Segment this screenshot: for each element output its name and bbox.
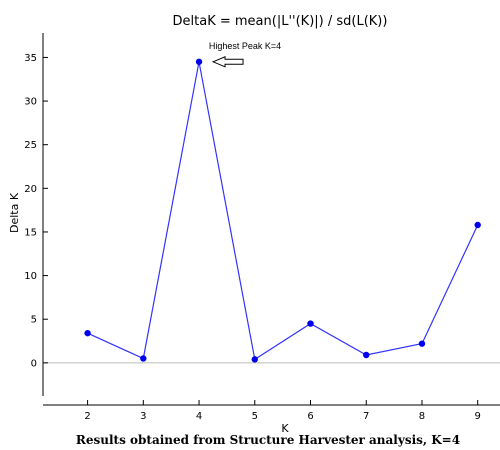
x-tick-label: 9 [475, 411, 481, 422]
x-tick-label: 3 [140, 411, 146, 422]
data-point [363, 351, 370, 359]
y-axis-label: Delta K [8, 192, 21, 233]
data-point [474, 221, 481, 229]
y-tick-label: 25 [24, 140, 37, 151]
y-axis-ticks: 0 5 10 15 20 25 30 35 [24, 53, 48, 369]
x-axis-ticks: 2 3 4 5 6 7 8 9 [84, 400, 481, 422]
y-tick-label: 15 [24, 227, 37, 238]
series-line [87, 61, 479, 361]
data-point [307, 320, 314, 327]
left-arrow-icon [211, 56, 244, 68]
x-tick-label: 4 [196, 411, 202, 422]
y-tick-label: 5 [31, 315, 37, 326]
x-tick-label: 7 [363, 411, 369, 422]
data-point [251, 356, 258, 363]
plot-area: 0 5 10 15 20 25 30 35 2 3 4 5 6 7 8 9 [24, 33, 500, 422]
data-point [84, 329, 91, 337]
y-tick-label: 10 [24, 271, 37, 282]
x-tick-label: 2 [84, 411, 90, 422]
y-tick-label: 0 [31, 358, 37, 369]
x-axis-label: K [281, 422, 289, 435]
data-point [418, 340, 426, 347]
figure-caption: Results obtained from Structure Harveste… [76, 433, 460, 447]
x-tick-label: 6 [307, 411, 313, 422]
data-point [140, 355, 147, 362]
peak-annotation: Highest Peak K=4 [209, 41, 281, 68]
x-tick-label: 5 [252, 411, 258, 422]
data-point [195, 58, 203, 65]
y-tick-label: 20 [24, 184, 37, 195]
x-tick-label: 8 [419, 411, 425, 422]
peak-annotation-text: Highest Peak K=4 [209, 41, 281, 51]
series-points [84, 58, 481, 363]
chart-title: DeltaK = mean(|L''(K)|) / sd(L(K)) [173, 14, 388, 29]
y-tick-label: 35 [24, 53, 37, 64]
y-tick-label: 30 [24, 97, 37, 108]
